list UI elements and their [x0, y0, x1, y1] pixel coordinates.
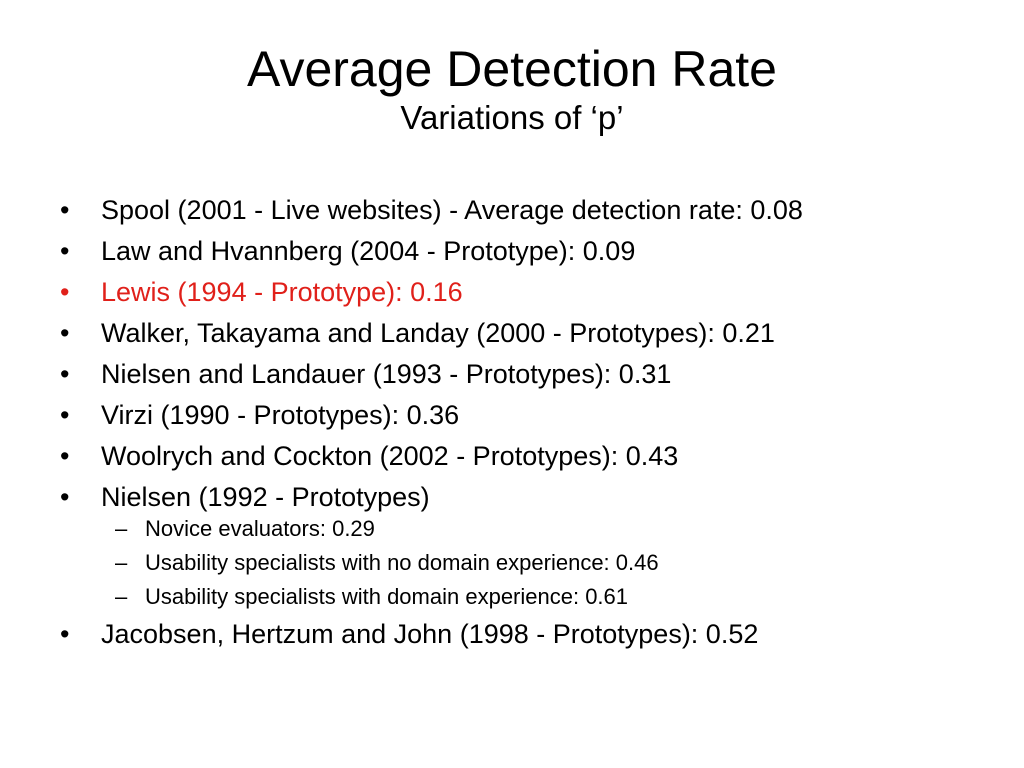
bullet-text: Lewis (1994 - Prototype): 0.16	[101, 277, 463, 307]
bullet-item: • Jacobsen, Hertzum and John (1998 - Pro…	[60, 617, 980, 651]
bullet-marker: •	[60, 482, 70, 512]
slide-subtitle: Variations of ‘p’	[400, 99, 624, 136]
bullet-list: • Spool (2001 - Live websites) - Average…	[60, 193, 980, 658]
bullet-text: Jacobsen, Hertzum and John (1998 - Proto…	[101, 619, 759, 649]
bullet-marker: •	[60, 195, 70, 225]
bullet-item: • Woolrych and Cockton (2002 - Prototype…	[60, 439, 980, 473]
bullet-item: • Spool (2001 - Live websites) - Average…	[60, 193, 980, 227]
bullet-marker: •	[60, 359, 70, 389]
bullet-marker: •	[60, 441, 70, 471]
sub-bullet-text: Novice evaluators: 0.29	[145, 516, 375, 541]
bullet-item: • Law and Hvannberg (2004 - Prototype): …	[60, 234, 980, 268]
slide-title: Average Detection Rate	[247, 41, 777, 97]
bullet-text: Spool (2001 - Live websites) - Average d…	[101, 195, 803, 225]
sub-bullet-item: – Usability specialists with domain expe…	[101, 583, 980, 610]
bullet-item: • Virzi (1990 - Prototypes): 0.36	[60, 398, 980, 432]
sub-bullet-marker: –	[115, 516, 128, 541]
sub-bullet-marker: –	[115, 550, 128, 575]
bullet-text: Law and Hvannberg (2004 - Prototype): 0.…	[101, 236, 636, 266]
sub-bullet-text: Usability specialists with domain experi…	[145, 584, 629, 609]
bullet-marker: •	[60, 236, 70, 266]
sub-bullet-list: – Novice evaluators: 0.29 – Usability sp…	[101, 515, 980, 610]
bullet-marker: •	[60, 619, 70, 649]
bullet-marker: •	[60, 277, 70, 307]
sub-bullet-item: – Novice evaluators: 0.29	[101, 515, 980, 542]
bullet-text: Nielsen (1992 - Prototypes)	[101, 482, 430, 512]
sub-bullet-text: Usability specialists with no domain exp…	[145, 550, 659, 575]
bullet-marker: •	[60, 400, 70, 430]
bullet-item-highlighted: • Lewis (1994 - Prototype): 0.16	[60, 275, 980, 309]
bullet-item: • Nielsen (1992 - Prototypes) – Novice e…	[60, 480, 980, 610]
title-block: Average Detection Rate Variations of ‘p’	[0, 40, 1024, 138]
bullet-text: Woolrych and Cockton (2002 - Prototypes)…	[101, 441, 679, 471]
bullet-marker: •	[60, 318, 70, 348]
bullet-item: • Walker, Takayama and Landay (2000 - Pr…	[60, 316, 980, 350]
bullet-text: Nielsen and Landauer (1993 - Prototypes)…	[101, 359, 672, 389]
bullet-item: • Nielsen and Landauer (1993 - Prototype…	[60, 357, 980, 391]
sub-bullet-item: – Usability specialists with no domain e…	[101, 549, 980, 576]
sub-bullet-marker: –	[115, 584, 128, 609]
bullet-text: Walker, Takayama and Landay (2000 - Prot…	[101, 318, 775, 348]
bullet-text: Virzi (1990 - Prototypes): 0.36	[101, 400, 460, 430]
